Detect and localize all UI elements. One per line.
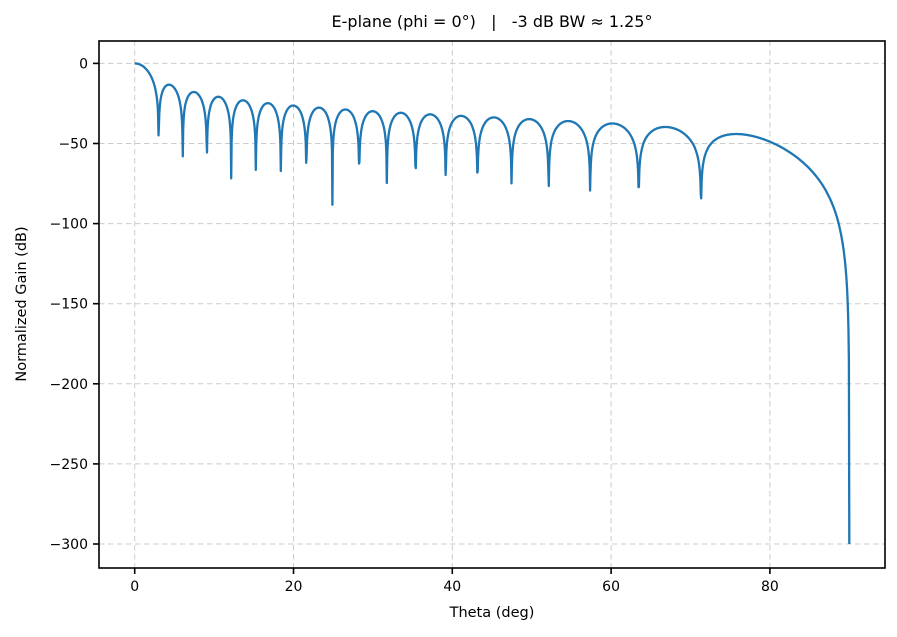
x-tick-labels: 0 20 40 60 80 [130,579,779,595]
x-tick-label: 80 [761,579,779,595]
y-tick-label: −50 [58,137,88,153]
chart-title: E-plane (phi = 0°) | -3 dB BW ≈ 1.25° [332,12,653,31]
y-tick-label: −150 [50,297,88,313]
y-axis-label: Normalized Gain (dB) [14,226,30,381]
gain-curve [133,62,851,545]
y-tick-labels: 0 −50 −100 −150 −200 −250 −300 [50,56,88,553]
y-tick-label: −250 [50,457,88,473]
x-tick-label: 20 [285,579,303,595]
tick-marks [93,62,771,574]
grid-layer [99,41,885,568]
x-tick-label: 60 [602,579,620,595]
x-axis-label: Theta (deg) [449,605,535,621]
x-tick-label: 40 [443,579,461,595]
plot-border [98,40,886,569]
x-tick-label: 0 [130,579,139,595]
y-tick-label: 0 [79,56,88,72]
y-tick-label: −200 [50,377,88,393]
y-tick-label: −100 [50,217,88,233]
y-tick-label: −300 [50,537,88,553]
